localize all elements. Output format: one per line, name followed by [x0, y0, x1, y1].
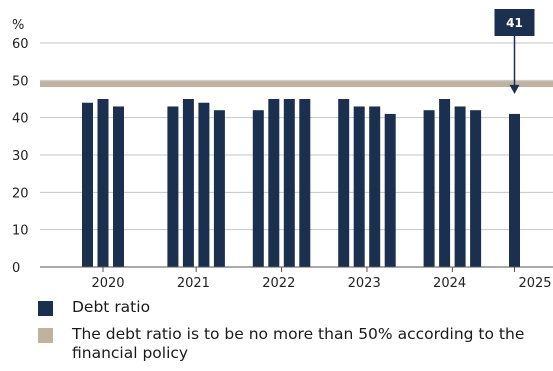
callout-arrow-head: [509, 84, 520, 94]
bar-2024-1: [423, 110, 435, 267]
legend-item-debt-ratio: Debt ratio: [38, 298, 538, 317]
y-tick-label: 60: [12, 37, 29, 52]
legend: Debt ratio The debt ratio is to be no mo…: [38, 298, 538, 371]
bars: [82, 99, 520, 267]
bar-2021-1: [167, 106, 179, 267]
x-tick-label: 2021: [177, 276, 210, 290]
bar-2021-4: [213, 110, 225, 267]
bar-2022-4: [299, 99, 311, 267]
legend-label-debt-ratio: Debt ratio: [72, 298, 151, 316]
bar-2022-1: [252, 110, 264, 267]
callout: 41: [494, 9, 535, 94]
policy-line-layer: [40, 81, 553, 88]
x-tick-label: 2023: [348, 276, 381, 290]
bar-2024-3: [454, 106, 466, 267]
bar-2020-1: [82, 102, 93, 267]
y-tick-label: 10: [12, 224, 29, 239]
bar-2020-2: [97, 99, 109, 267]
bar-2025-1: [509, 113, 520, 267]
y-tick-label: 30: [12, 149, 29, 164]
bar-2024-4: [470, 110, 482, 267]
y-tick-label: 20: [12, 186, 29, 201]
policy-line: [40, 81, 553, 88]
x-tick-label: 2025: [518, 276, 551, 290]
x-tick-label: 2022: [262, 276, 295, 290]
callout-value: 41: [506, 16, 523, 30]
legend-swatch-debt-ratio: [38, 301, 53, 316]
bar-2023-3: [369, 106, 381, 267]
x-tick-label: 2024: [433, 276, 466, 290]
bar-2022-3: [283, 99, 295, 267]
axes: 0 10 20 30 40 50 60 2020 2021 2022 2023 2024 2025: [12, 37, 553, 290]
bar-2021-3: [198, 102, 210, 267]
bar-2022-2: [268, 99, 280, 267]
bar-2021-2: [182, 99, 194, 267]
y-axis-unit: %: [12, 18, 24, 33]
bar-2023-4: [384, 113, 396, 267]
y-tick-label: 0: [12, 261, 20, 276]
bar-2020-3: [113, 106, 124, 267]
y-tick-label: 40: [12, 112, 29, 127]
callout-box: [494, 9, 535, 36]
bar-2023-1: [338, 99, 350, 267]
x-tick-label: 2020: [91, 276, 124, 290]
legend-item-policy: The debt ratio is to be no more than 50%…: [38, 325, 538, 363]
legend-label-policy: The debt ratio is to be no more than 50%…: [72, 325, 525, 362]
y-tick-label: 50: [12, 74, 29, 89]
bar-2024-2: [439, 99, 451, 267]
gridlines: [40, 42, 553, 231]
legend-swatch-policy: [38, 328, 53, 343]
bar-2023-2: [353, 106, 365, 267]
